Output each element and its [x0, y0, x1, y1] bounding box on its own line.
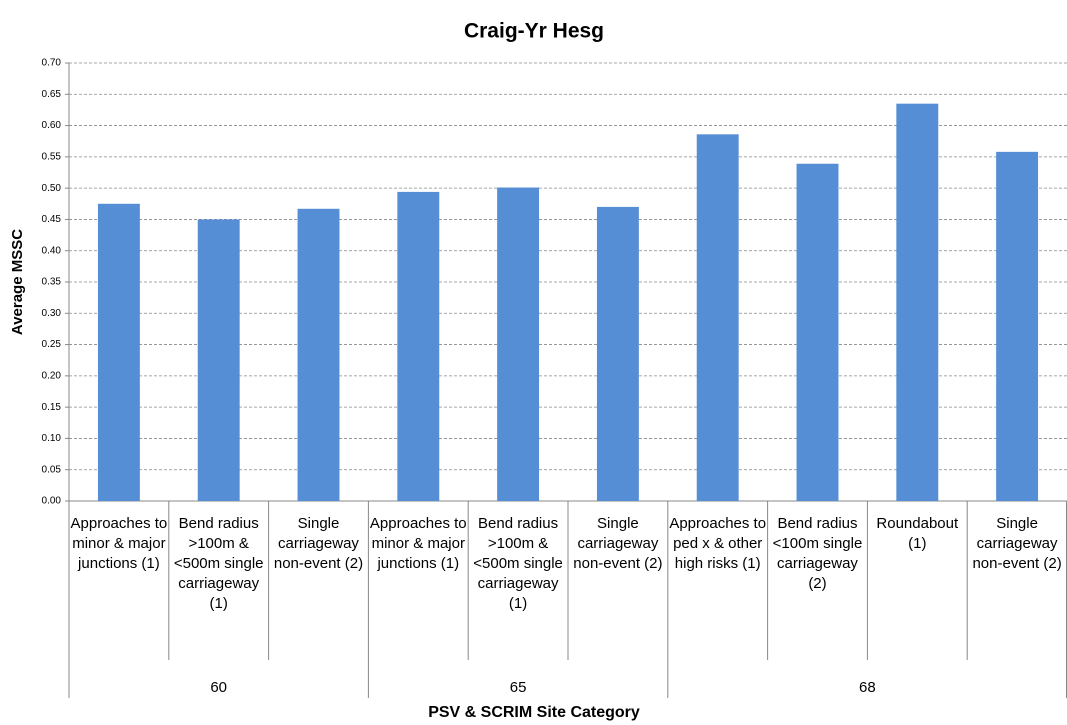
- bar: [596, 206, 639, 501]
- bar: [497, 187, 540, 501]
- x-tick-label: Approaches to ped x & other high risks (…: [669, 515, 767, 572]
- x-tick-label: Bend radius >100m & <500m single carriag…: [473, 515, 563, 612]
- bar: [97, 203, 140, 502]
- y-tick-label: 0.10: [42, 433, 62, 444]
- x-tick-label: Single carriageway non-event (2): [972, 515, 1062, 572]
- y-tick-label: 0.45: [42, 214, 62, 225]
- y-tick-label: 0.15: [42, 402, 62, 413]
- y-tick-label: 0.30: [42, 308, 62, 319]
- y-tick-label: 0.50: [42, 183, 62, 194]
- y-tick-label: 0.65: [42, 89, 62, 100]
- group-label: 65: [510, 679, 527, 696]
- y-tick-label: 0.35: [42, 277, 62, 288]
- x-tick-label: Bend radius <100m single carriageway (2): [772, 515, 863, 592]
- bar: [896, 103, 939, 502]
- x-tick-label: Approaches to minor & major junctions (1…: [70, 515, 168, 572]
- x-tick-label: Bend radius >100m & <500m single carriag…: [173, 515, 264, 612]
- y-tick-label: 0.20: [42, 370, 62, 381]
- bar: [397, 191, 440, 501]
- y-tick-label: 0.40: [42, 245, 62, 256]
- group-label: 60: [210, 679, 227, 696]
- chart-title: Craig-Yr Hesg: [464, 20, 604, 43]
- x-tick-label: Roundabout (1): [876, 515, 959, 552]
- bar: [197, 219, 240, 501]
- y-tick-label: 0.25: [42, 339, 62, 350]
- y-tick-label: 0.55: [42, 151, 62, 162]
- y-tick-label: 0.00: [42, 496, 62, 507]
- x-tick-label: Single carriageway non-event (2): [573, 515, 663, 572]
- y-axis-label: Average MSSC: [9, 229, 26, 335]
- x-tick-label: Single carriageway non-event (2): [273, 515, 364, 572]
- y-tick-label: 0.60: [42, 120, 62, 131]
- bar: [996, 151, 1039, 501]
- x-axis-label: PSV & SCRIM Site Category: [428, 704, 640, 721]
- y-tick-label: 0.70: [42, 58, 62, 69]
- bar: [796, 163, 839, 502]
- bar: [297, 208, 340, 501]
- group-label: 68: [859, 679, 876, 696]
- y-tick-label: 0.05: [42, 464, 62, 475]
- bar: [696, 134, 739, 501]
- x-tick-label: Approaches to minor & major junctions (1…: [369, 515, 467, 572]
